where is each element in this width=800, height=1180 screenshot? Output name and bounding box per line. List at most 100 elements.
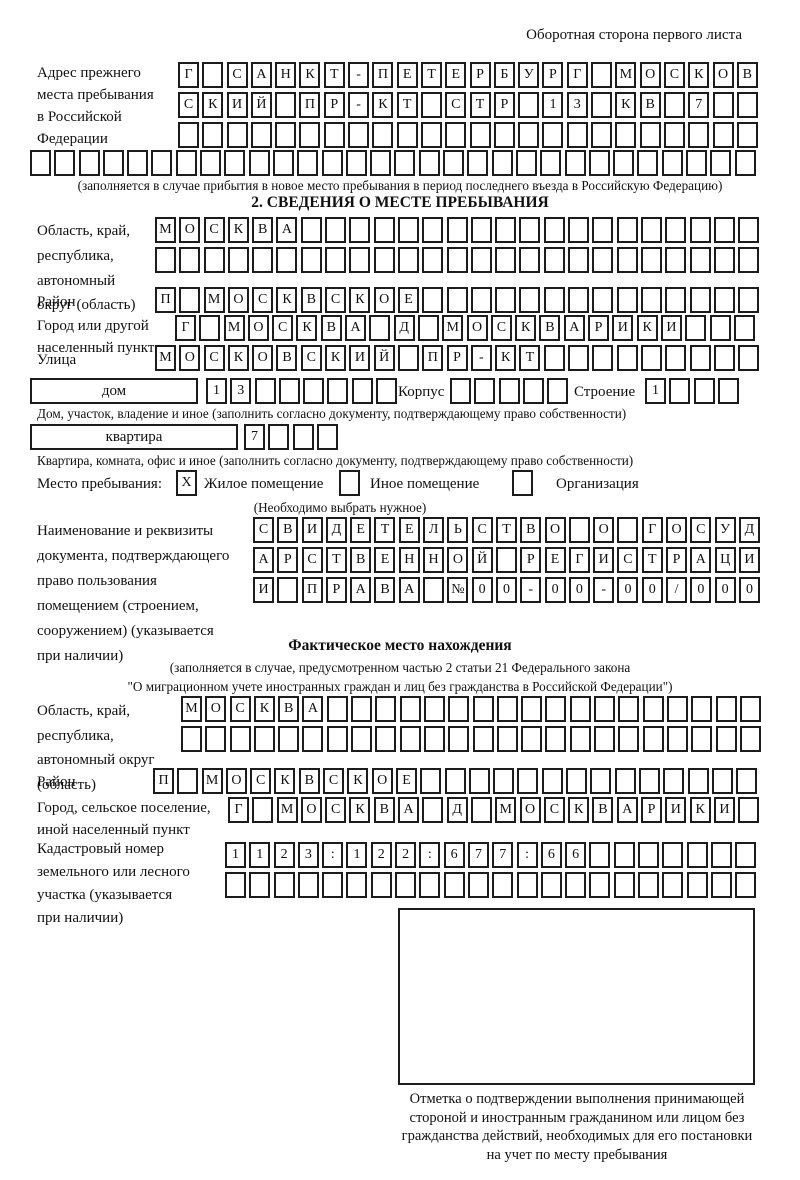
char-box[interactable]: В	[320, 315, 342, 341]
char-box[interactable]	[299, 122, 321, 148]
char-box[interactable]: Т	[374, 517, 396, 543]
char-box[interactable]: К	[347, 768, 369, 794]
char-box[interactable]	[615, 122, 637, 148]
char-box[interactable]	[268, 424, 290, 450]
char-box[interactable]: 6	[565, 842, 587, 868]
char-box[interactable]: К	[495, 345, 517, 371]
char-box[interactable]: К	[615, 92, 637, 118]
char-box[interactable]: 0	[714, 577, 736, 603]
char-box[interactable]: 7	[492, 842, 514, 868]
char-box[interactable]	[689, 345, 711, 371]
char-box[interactable]	[734, 150, 756, 176]
char-box[interactable]: Й	[373, 345, 395, 371]
char-box[interactable]: /	[666, 577, 688, 603]
char-box[interactable]	[616, 345, 638, 371]
char-box[interactable]	[151, 150, 173, 176]
char-box[interactable]: Т	[469, 92, 491, 118]
char-box[interactable]: О	[205, 696, 227, 722]
char-box[interactable]	[736, 122, 758, 148]
char-box[interactable]	[397, 247, 419, 273]
char-box[interactable]: В	[639, 92, 661, 118]
char-box[interactable]: Р	[325, 577, 347, 603]
char-box[interactable]	[735, 872, 757, 898]
char-box[interactable]: В	[278, 696, 300, 722]
char-box[interactable]	[495, 247, 517, 273]
char-box[interactable]	[448, 696, 470, 722]
char-box[interactable]	[638, 768, 660, 794]
char-box[interactable]: А	[250, 62, 272, 88]
char-box[interactable]: О	[593, 517, 615, 543]
char-box[interactable]	[618, 696, 640, 722]
char-box[interactable]: А	[302, 696, 324, 722]
char-box[interactable]	[738, 287, 760, 313]
char-box[interactable]	[687, 768, 709, 794]
char-box[interactable]	[594, 726, 616, 752]
char-box[interactable]	[492, 872, 514, 898]
char-box[interactable]	[715, 696, 737, 722]
char-box[interactable]	[179, 287, 201, 313]
char-box[interactable]	[272, 150, 294, 176]
char-box[interactable]: А	[253, 547, 274, 573]
char-box[interactable]: 3	[297, 842, 319, 868]
char-box[interactable]	[710, 842, 732, 868]
char-box[interactable]: В	[300, 287, 322, 313]
char-box[interactable]: 1	[249, 842, 271, 868]
char-box[interactable]: Р	[277, 547, 299, 573]
char-box[interactable]	[224, 150, 246, 176]
char-box[interactable]: -	[348, 62, 370, 88]
char-box[interactable]: Т	[420, 62, 442, 88]
char-box[interactable]: А	[276, 217, 298, 243]
char-box[interactable]: -	[348, 92, 370, 118]
char-box[interactable]: О	[639, 62, 661, 88]
char-box[interactable]	[472, 696, 494, 722]
char-box[interactable]	[568, 247, 590, 273]
char-box[interactable]	[689, 287, 711, 313]
char-box[interactable]	[422, 287, 444, 313]
char-box[interactable]	[179, 247, 201, 273]
char-box[interactable]	[616, 217, 638, 243]
char-box[interactable]: П	[301, 577, 323, 603]
char-box[interactable]: С	[471, 517, 493, 543]
char-box[interactable]	[495, 547, 517, 573]
char-box[interactable]: Г	[178, 62, 199, 88]
char-box[interactable]	[518, 92, 540, 118]
dom-box[interactable]: дом	[30, 378, 198, 404]
char-box[interactable]: М	[276, 797, 298, 823]
char-box[interactable]	[592, 217, 614, 243]
char-box[interactable]	[738, 247, 760, 273]
char-box[interactable]	[591, 92, 613, 118]
char-box[interactable]: И	[612, 315, 634, 341]
char-box[interactable]	[254, 378, 276, 404]
char-box[interactable]	[470, 247, 492, 273]
char-box[interactable]	[711, 768, 733, 794]
char-box[interactable]: В	[736, 62, 758, 88]
char-box[interactable]: М	[442, 315, 464, 341]
char-box[interactable]: О	[666, 517, 688, 543]
char-box[interactable]	[493, 768, 515, 794]
char-box[interactable]	[225, 872, 246, 898]
char-box[interactable]: Г	[175, 315, 196, 341]
char-box[interactable]	[498, 378, 520, 404]
char-box[interactable]	[566, 768, 588, 794]
char-box[interactable]	[373, 217, 395, 243]
char-box[interactable]	[495, 287, 517, 313]
char-box[interactable]	[420, 92, 442, 118]
char-box[interactable]: О	[544, 517, 566, 543]
char-box[interactable]	[322, 872, 344, 898]
char-box[interactable]: М	[155, 217, 176, 243]
char-box[interactable]	[370, 872, 392, 898]
char-box[interactable]	[250, 122, 272, 148]
char-box[interactable]	[422, 797, 444, 823]
char-box[interactable]: К	[372, 92, 394, 118]
char-box[interactable]	[303, 378, 325, 404]
char-box[interactable]: С	[178, 92, 199, 118]
char-box[interactable]: 1	[542, 92, 564, 118]
char-box[interactable]	[155, 247, 176, 273]
char-box[interactable]: Е	[395, 768, 417, 794]
char-box[interactable]	[686, 872, 708, 898]
char-box[interactable]: М	[201, 768, 223, 794]
char-box[interactable]	[689, 247, 711, 273]
char-box[interactable]	[321, 150, 343, 176]
char-box[interactable]: Е	[374, 547, 396, 573]
char-box[interactable]	[568, 217, 590, 243]
